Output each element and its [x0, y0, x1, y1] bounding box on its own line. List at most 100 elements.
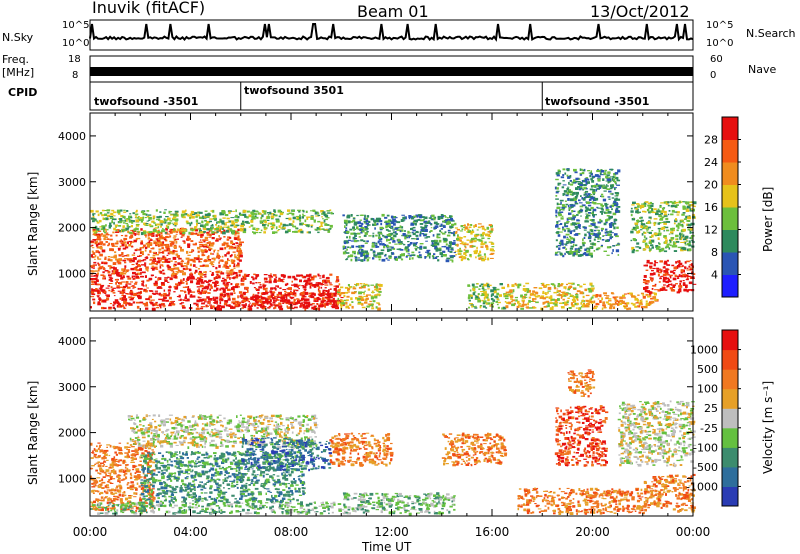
data-cell — [661, 210, 664, 213]
data-cell — [594, 307, 597, 310]
data-cell — [590, 243, 593, 245]
data-cell — [363, 295, 368, 297]
data-cell — [476, 238, 481, 241]
data-cell — [206, 221, 210, 224]
data-cell — [146, 279, 150, 282]
data-cell — [587, 193, 591, 196]
data-cell — [279, 212, 284, 216]
data-cell — [643, 264, 647, 267]
cpid-segment-label: twofsound -3501 — [545, 95, 650, 108]
data-cell — [668, 239, 671, 241]
data-cell — [249, 305, 252, 309]
data-cell — [90, 254, 93, 258]
data-cell — [414, 247, 417, 250]
data-cell — [207, 255, 210, 258]
data-cell — [460, 258, 463, 262]
data-cell — [207, 213, 211, 217]
data-cell — [117, 247, 121, 250]
data-cell — [116, 305, 119, 308]
data-cell — [411, 238, 415, 240]
data-cell — [150, 267, 153, 269]
data-cell — [453, 231, 456, 234]
data-cell — [124, 466, 127, 469]
data-cell — [180, 279, 183, 282]
data-cell — [654, 298, 658, 301]
data-cell — [356, 240, 360, 242]
data-cell — [158, 241, 163, 244]
data-cell — [166, 235, 169, 238]
data-cell — [272, 231, 276, 234]
data-cell — [407, 230, 410, 234]
data-cell — [204, 280, 207, 283]
data-cell — [97, 301, 100, 304]
data-cell — [517, 283, 522, 287]
data-cell — [680, 248, 684, 252]
data-cell — [182, 272, 186, 276]
data-cell — [219, 239, 222, 241]
data-cell — [472, 286, 475, 288]
data-cell — [219, 212, 224, 215]
data-cell — [293, 290, 295, 293]
data-cell — [439, 252, 443, 255]
data-cell — [344, 232, 348, 234]
data-cell — [235, 285, 239, 289]
data-cell — [585, 299, 589, 302]
data-cell — [153, 252, 157, 254]
data-cell — [431, 214, 435, 218]
data-cell — [154, 290, 158, 292]
data-cell — [420, 214, 422, 218]
data-cell — [148, 242, 153, 245]
data-cell — [600, 170, 605, 173]
data-cell — [454, 227, 458, 229]
data-cell — [245, 274, 250, 277]
data-cell — [612, 306, 616, 309]
data-cell — [675, 201, 679, 204]
data-cell — [353, 228, 355, 232]
data-cell — [187, 238, 191, 241]
data-cell — [651, 246, 654, 249]
data-cell — [393, 220, 398, 223]
data-cell — [174, 239, 177, 241]
data-cell — [410, 222, 414, 226]
data-cell — [329, 224, 333, 228]
data-cell — [158, 270, 162, 273]
data-cell — [131, 241, 135, 243]
data-cell — [360, 283, 363, 285]
data-cell — [170, 260, 173, 262]
data-cell — [111, 270, 115, 273]
data-cell — [248, 304, 250, 307]
data-cell — [103, 262, 108, 265]
data-cell — [599, 300, 602, 303]
data-cell — [194, 271, 196, 275]
data-cell — [265, 227, 268, 230]
data-cell — [606, 188, 611, 190]
data-cell — [176, 231, 179, 233]
data-cell — [412, 232, 416, 236]
data-cell — [151, 307, 156, 311]
data-cell — [364, 301, 368, 304]
data-cell — [102, 217, 105, 221]
data-cell — [346, 295, 350, 298]
freq-bottom-tick: 8 — [72, 70, 79, 81]
data-cell — [149, 259, 153, 261]
data-cell — [485, 307, 488, 309]
data-cell — [416, 215, 419, 218]
data-cell — [92, 216, 95, 218]
data-cell — [121, 255, 125, 258]
data-cell — [440, 231, 443, 234]
data-cell — [577, 284, 580, 286]
data-cell — [501, 307, 503, 310]
data-cell — [572, 287, 577, 289]
data-cell — [446, 217, 449, 219]
data-cell — [474, 225, 477, 227]
data-cell — [324, 303, 327, 305]
data-cell — [612, 202, 616, 204]
data-cell — [142, 253, 144, 256]
data-cell — [637, 205, 640, 208]
data-cell — [613, 200, 617, 203]
data-cell — [605, 301, 609, 304]
data-cell — [102, 300, 107, 303]
data-cell — [238, 244, 242, 247]
data-cell — [417, 256, 420, 258]
data-cell — [609, 168, 611, 171]
